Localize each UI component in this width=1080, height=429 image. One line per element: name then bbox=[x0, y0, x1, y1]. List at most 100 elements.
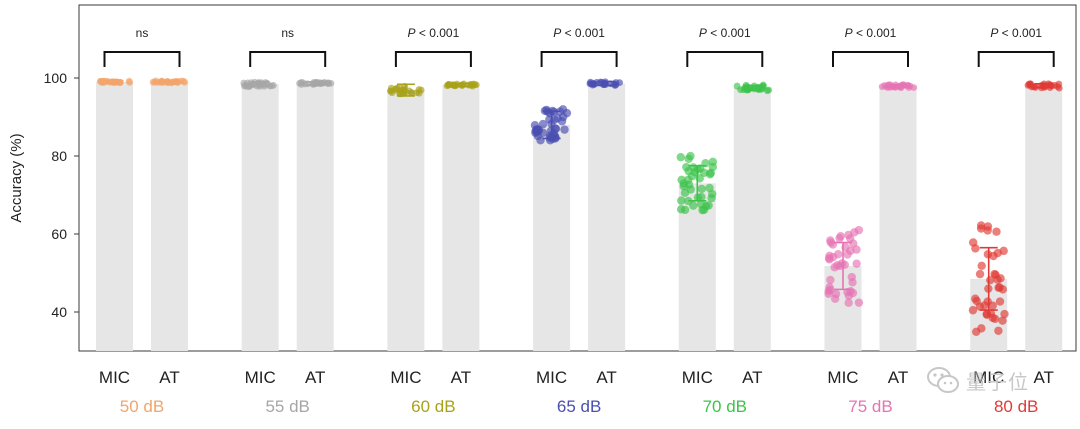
significance-bracket bbox=[832, 51, 909, 67]
data-point bbox=[995, 283, 1004, 292]
data-point bbox=[980, 301, 989, 310]
wechat-icon bbox=[927, 367, 959, 393]
significance-bracket bbox=[249, 51, 327, 67]
data-point bbox=[999, 246, 1008, 256]
data-point bbox=[697, 184, 706, 194]
data-point bbox=[697, 192, 706, 202]
bar-at bbox=[151, 81, 188, 352]
significance-label: P < 0.001 bbox=[699, 26, 751, 40]
data-point bbox=[826, 285, 835, 294]
data-point bbox=[854, 225, 864, 235]
bar-at bbox=[442, 85, 480, 352]
bar-at bbox=[296, 83, 334, 352]
data-point bbox=[560, 125, 569, 134]
data-point bbox=[553, 114, 562, 123]
y-tick-label: 80 bbox=[51, 148, 67, 164]
data-point bbox=[852, 259, 861, 268]
data-point bbox=[266, 82, 274, 90]
significance-bracket bbox=[977, 51, 1055, 67]
data-point bbox=[968, 306, 978, 315]
x-tick-label: MIC bbox=[99, 368, 130, 387]
bar-mic bbox=[96, 81, 133, 352]
data-point bbox=[826, 238, 835, 247]
significance-bracket bbox=[540, 51, 618, 67]
bar-at bbox=[1025, 85, 1063, 352]
data-point bbox=[415, 89, 423, 97]
data-point bbox=[830, 263, 839, 272]
x-tick-label: MIC bbox=[390, 368, 421, 387]
data-point bbox=[846, 246, 855, 255]
bar-mic bbox=[241, 84, 279, 352]
data-point bbox=[468, 81, 476, 88]
data-point bbox=[992, 227, 1001, 236]
data-point bbox=[854, 298, 864, 307]
y-axis-label: Accuracy (%) bbox=[8, 133, 25, 222]
data-point bbox=[1055, 80, 1063, 88]
significance-label: P < 0.001 bbox=[990, 26, 1042, 40]
data-point bbox=[983, 222, 993, 231]
bar-mic bbox=[533, 124, 571, 351]
bar-at bbox=[733, 87, 771, 351]
data-point bbox=[844, 298, 853, 308]
condition-label: 65 dB bbox=[557, 397, 601, 416]
condition-label: 70 dB bbox=[703, 397, 747, 416]
x-tick-label: AT bbox=[451, 368, 471, 387]
data-point bbox=[982, 309, 991, 319]
data-point bbox=[677, 175, 686, 185]
x-tick-label: AT bbox=[742, 368, 762, 387]
data-point bbox=[126, 78, 134, 86]
condition-label: 50 dB bbox=[120, 397, 164, 416]
data-point bbox=[998, 316, 1007, 325]
significance-label: ns bbox=[136, 26, 149, 40]
x-tick-label: AT bbox=[1033, 368, 1053, 387]
significance-bracket bbox=[686, 51, 764, 67]
significance-bracket bbox=[103, 51, 181, 67]
data-point bbox=[240, 79, 248, 87]
x-tick-label: MIC bbox=[973, 368, 1004, 387]
significance-bracket bbox=[394, 51, 472, 67]
data-point bbox=[849, 239, 858, 248]
data-point bbox=[533, 125, 543, 134]
significance-label: P < 0.001 bbox=[408, 26, 460, 40]
condition-label: 55 dB bbox=[265, 397, 309, 416]
data-point bbox=[387, 84, 395, 92]
significance-label: P < 0.001 bbox=[553, 26, 605, 40]
data-point bbox=[968, 238, 978, 247]
data-point bbox=[536, 136, 545, 145]
plot-frame bbox=[78, 4, 1077, 352]
data-point bbox=[444, 81, 452, 89]
data-point bbox=[676, 205, 686, 214]
data-point bbox=[97, 77, 104, 85]
condition-label: 80 dB bbox=[994, 397, 1038, 416]
data-point bbox=[680, 188, 690, 198]
x-tick-label: MIC bbox=[827, 368, 858, 387]
data-point bbox=[840, 260, 850, 270]
x-tick-label: AT bbox=[596, 368, 616, 387]
data-point bbox=[708, 189, 717, 199]
data-point bbox=[324, 79, 332, 87]
data-point bbox=[299, 79, 306, 86]
data-point bbox=[906, 82, 914, 90]
data-point bbox=[983, 250, 993, 259]
data-point bbox=[684, 166, 693, 176]
data-point bbox=[705, 170, 715, 179]
data-point bbox=[971, 294, 980, 303]
data-point bbox=[828, 252, 838, 262]
data-point bbox=[846, 286, 855, 296]
watermark-text: 量子位 bbox=[966, 369, 1029, 394]
x-tick-label: AT bbox=[159, 368, 179, 387]
bar-mic bbox=[387, 90, 425, 351]
data-point bbox=[994, 326, 1003, 335]
data-point bbox=[826, 275, 835, 285]
data-point bbox=[1027, 80, 1034, 88]
data-point bbox=[708, 157, 718, 167]
condition-label: 60 dB bbox=[411, 397, 455, 416]
data-point bbox=[977, 261, 986, 271]
x-tick-label: AT bbox=[305, 368, 325, 387]
y-tick-label: 60 bbox=[51, 226, 67, 242]
data-point bbox=[836, 232, 845, 241]
data-point bbox=[990, 269, 999, 279]
y-tick-label: 100 bbox=[44, 70, 68, 86]
data-point bbox=[152, 77, 160, 85]
